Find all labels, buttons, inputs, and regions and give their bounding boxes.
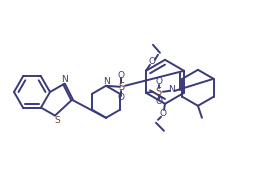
Text: O: O bbox=[148, 57, 156, 66]
Text: S: S bbox=[118, 82, 124, 92]
Text: S: S bbox=[155, 87, 161, 97]
Text: O: O bbox=[117, 71, 125, 80]
Text: N: N bbox=[62, 74, 68, 83]
Text: N: N bbox=[169, 85, 175, 94]
Text: N: N bbox=[103, 77, 109, 86]
Text: S: S bbox=[54, 116, 60, 125]
Text: O: O bbox=[156, 77, 162, 86]
Text: O: O bbox=[156, 97, 162, 106]
Text: O: O bbox=[160, 109, 166, 118]
Text: O: O bbox=[117, 93, 125, 102]
